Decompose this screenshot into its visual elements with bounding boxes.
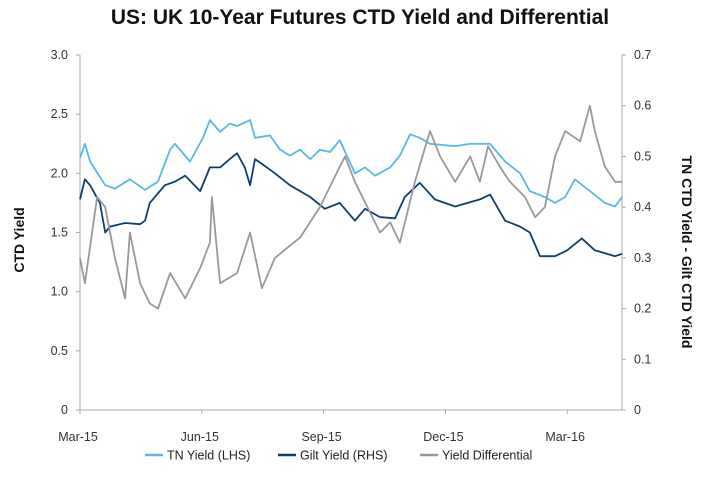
- series-line-tn-yield-lhs: [79, 119, 623, 208]
- x-tick-label: Mar-15: [58, 430, 98, 444]
- legend-label: Yield Differential: [442, 449, 532, 463]
- left-tick-label: 0: [61, 403, 68, 417]
- x-tick-label: Sep-15: [301, 430, 341, 444]
- right-tick-label: 0.1: [634, 352, 651, 366]
- x-tick-label: Jun-15: [181, 430, 219, 444]
- left-tick-label: 3.0: [51, 48, 68, 62]
- right-tick-label: 0.4: [634, 200, 651, 214]
- series-line-yield-differential: [79, 104, 622, 310]
- right-tick-label: 0.7: [634, 48, 651, 62]
- right-tick-label: 0.3: [634, 251, 651, 265]
- legend-label: TN Yield (LHS): [167, 449, 250, 463]
- left-tick-label: 2.0: [51, 166, 68, 180]
- left-axis-label: CTD Yield: [11, 207, 27, 272]
- chart-title: US: UK 10-Year Futures CTD Yield and Dif…: [110, 6, 610, 29]
- right-tick-label: 0.2: [634, 302, 651, 316]
- left-tick-label: 0.5: [51, 344, 68, 358]
- series-line-gilt-yield-rhs: [79, 152, 623, 258]
- x-tick-label: Mar-16: [545, 430, 585, 444]
- right-tick-label: 0.5: [634, 149, 651, 163]
- legend-label: Gilt Yield (RHS): [300, 449, 388, 463]
- right-tick-label: 0.6: [634, 99, 651, 113]
- right-axis-label: TN CTD Yield - Gilt CTD Yield: [679, 156, 695, 349]
- left-tick-label: 2.5: [51, 107, 68, 121]
- x-tick-label: Dec-15: [423, 430, 463, 444]
- right-tick-label: 0: [634, 403, 641, 417]
- left-tick-label: 1.5: [51, 226, 68, 240]
- left-tick-label: 1.0: [51, 285, 68, 299]
